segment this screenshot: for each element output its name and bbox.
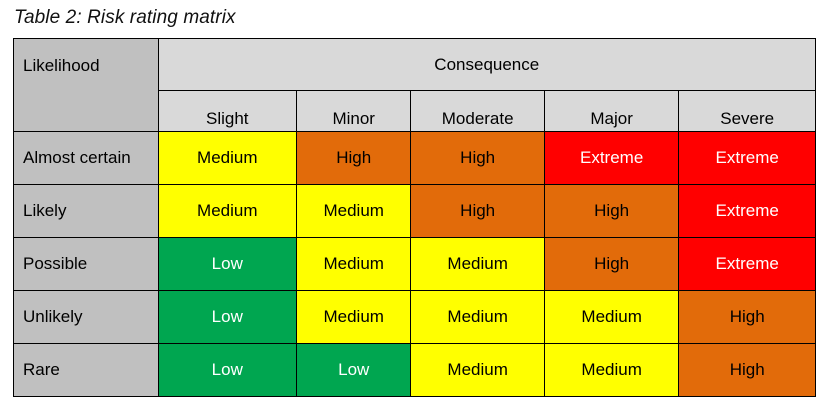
consequence-level-moderate: Moderate: [410, 90, 545, 132]
likelihood-label: Likely: [13, 184, 159, 238]
risk-cell-possible-minor: Medium: [296, 237, 412, 291]
risk-cell-possible-major: High: [543, 237, 680, 291]
risk-cell-unlikely-major: Medium: [543, 290, 680, 344]
header-row-consequence: Likelihood Consequence: [13, 38, 817, 132]
risk-cell-likely-minor: Medium: [296, 184, 412, 238]
risk-cell-likely-moderate: High: [410, 184, 545, 238]
consequence-level-severe: Severe: [678, 90, 816, 132]
risk-cell-likely-major: High: [543, 184, 680, 238]
matrix-row-possible: Possible Low Medium Medium High Extreme: [13, 237, 816, 291]
risk-cell-unlikely-moderate: Medium: [410, 290, 545, 344]
risk-cell-almost-certain-moderate: High: [410, 131, 545, 185]
risk-cell-rare-severe: High: [678, 343, 816, 397]
risk-cell-rare-moderate: Medium: [410, 343, 545, 397]
consequence-header: Consequence: [157, 38, 817, 91]
risk-cell-unlikely-minor: Medium: [296, 290, 412, 344]
risk-cell-rare-major: Medium: [543, 343, 680, 397]
likelihood-label: Almost certain: [13, 131, 159, 185]
consequence-level-slight: Slight: [157, 90, 298, 132]
likelihood-label: Rare: [13, 343, 159, 397]
risk-cell-almost-certain-severe: Extreme: [678, 131, 816, 185]
risk-cell-possible-moderate: Medium: [410, 237, 545, 291]
risk-cell-likely-slight: Medium: [157, 184, 298, 238]
matrix-body: Almost certain Medium High High Extreme Extre…: [13, 131, 816, 397]
matrix-row-rare: Rare Low Low Medium Medium High: [13, 343, 816, 397]
risk-cell-almost-certain-slight: Medium: [157, 131, 298, 185]
risk-cell-almost-certain-major: Extreme: [543, 131, 680, 185]
consequence-level-minor: Minor: [296, 90, 412, 132]
risk-cell-possible-slight: Low: [157, 237, 298, 291]
matrix-row-unlikely: Unlikely Low Medium Medium Medium High: [13, 290, 816, 344]
risk-rating-matrix: Likelihood Consequence Slight Minor Mode…: [13, 38, 817, 397]
likelihood-corner-header: Likelihood: [13, 38, 159, 132]
risk-cell-almost-certain-minor: High: [296, 131, 412, 185]
matrix-row-likely: Likely Medium Medium High High Extreme: [13, 184, 816, 238]
table-caption: Table 2: Risk rating matrix: [14, 7, 236, 28]
likelihood-label: Unlikely: [13, 290, 159, 344]
consequence-level-major: Major: [543, 90, 680, 132]
risk-cell-unlikely-severe: High: [678, 290, 816, 344]
risk-cell-rare-slight: Low: [157, 343, 298, 397]
header-row-consequence-levels: Slight Minor Moderate Major Severe: [14, 90, 816, 132]
matrix-row-almost-certain: Almost certain Medium High High Extreme Extre…: [13, 131, 816, 185]
risk-cell-likely-severe: Extreme: [678, 184, 816, 238]
risk-cell-possible-severe: Extreme: [678, 237, 816, 291]
risk-cell-unlikely-slight: Low: [157, 290, 298, 344]
risk-cell-rare-minor: Low: [296, 343, 412, 397]
likelihood-label: Possible: [13, 237, 159, 291]
